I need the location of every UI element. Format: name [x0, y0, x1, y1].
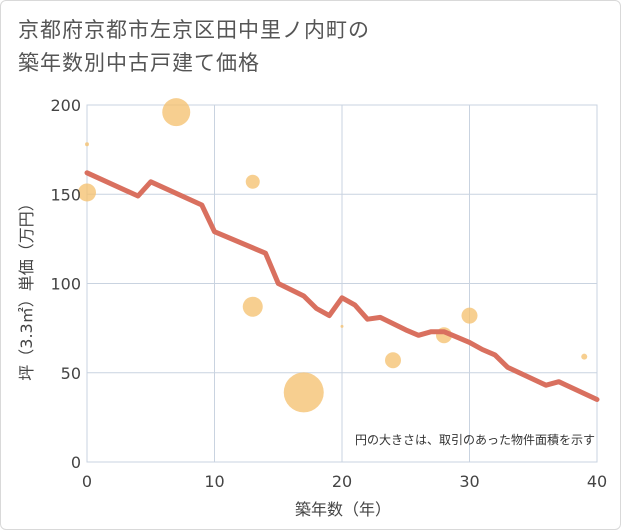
- data-bubble: [340, 324, 344, 328]
- data-bubble: [162, 98, 191, 127]
- chart-tick-labels: 0 50 100 150 200 0 10 20 30 40: [50, 96, 607, 491]
- y-axis-title: 坪（3.3㎡）単価（万円）: [17, 195, 36, 380]
- data-bubble: [245, 174, 260, 189]
- chart-title: 京都府京都市左京区田中里ノ内町の 築年数別中古戸建て価格: [18, 14, 538, 80]
- data-bubble: [283, 372, 324, 413]
- chart-title-line-2: 築年数別中古戸建て価格: [18, 51, 260, 75]
- chart-bubbles: [78, 98, 588, 413]
- data-bubble: [385, 352, 401, 369]
- x-axis-title: 築年数（年）: [295, 500, 391, 519]
- data-bubble: [461, 307, 478, 324]
- chart-average-line-group: [84, 170, 600, 402]
- data-bubble: [85, 142, 89, 147]
- chart-grid: [86, 104, 598, 463]
- y-tick-label: 150: [50, 185, 81, 204]
- data-bubble: [78, 183, 96, 202]
- x-tick-label: 20: [332, 472, 352, 491]
- data-bubble: [581, 353, 588, 360]
- chart-title-line-1: 京都府京都市左京区田中里ノ内町の: [18, 18, 370, 42]
- x-tick-label: 10: [204, 472, 224, 491]
- data-bubble: [242, 296, 263, 317]
- average-price-line: [84, 170, 600, 402]
- bubble-size-note: 円の大きさは、取引のあった物件面積を示す: [355, 432, 595, 447]
- x-tick-label: 40: [587, 472, 607, 491]
- y-tick-label: 50: [61, 364, 81, 383]
- y-tick-label: 0: [71, 453, 81, 472]
- y-tick-label: 200: [50, 96, 81, 115]
- x-tick-label: 0: [82, 472, 92, 491]
- y-tick-label: 100: [50, 275, 81, 294]
- x-tick-label: 30: [459, 472, 479, 491]
